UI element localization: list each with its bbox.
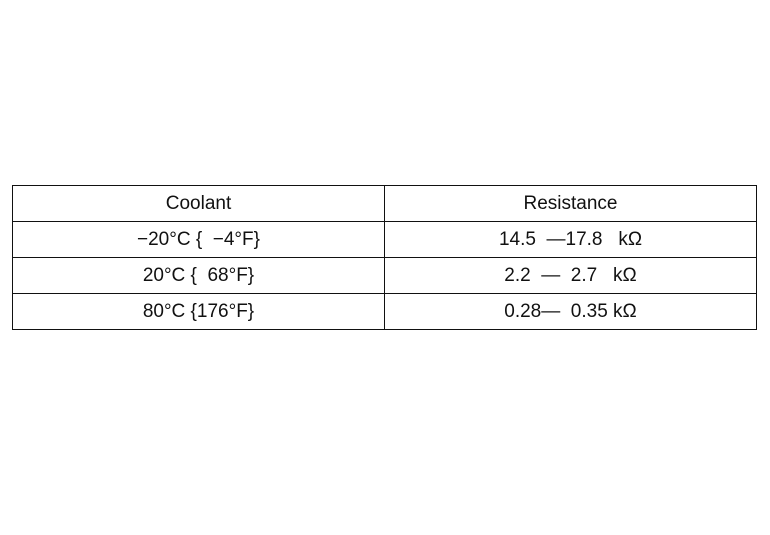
header-coolant: Coolant bbox=[12, 185, 385, 222]
coolant-resistance-table: Coolant Resistance −20°C { −4°F} 14.5 —17… bbox=[12, 185, 757, 330]
table-row: 80°C {176°F} 0.28— 0.35 kΩ bbox=[12, 293, 757, 330]
coolant-temperature-cell: 80°C {176°F} bbox=[12, 293, 385, 330]
resistance-cell: 2.2 — 2.7 kΩ bbox=[384, 257, 757, 294]
coolant-temperature-cell: 20°C { 68°F} bbox=[12, 257, 385, 294]
coolant-temperature-cell: −20°C { −4°F} bbox=[12, 221, 385, 258]
resistance-cell: 0.28— 0.35 kΩ bbox=[384, 293, 757, 330]
table-row: 20°C { 68°F} 2.2 — 2.7 kΩ bbox=[12, 257, 757, 294]
header-resistance: Resistance bbox=[384, 185, 757, 222]
header-row: Coolant Resistance bbox=[12, 185, 757, 222]
resistance-cell: 14.5 —17.8 kΩ bbox=[384, 221, 757, 258]
table-row: −20°C { −4°F} 14.5 —17.8 kΩ bbox=[12, 221, 757, 258]
